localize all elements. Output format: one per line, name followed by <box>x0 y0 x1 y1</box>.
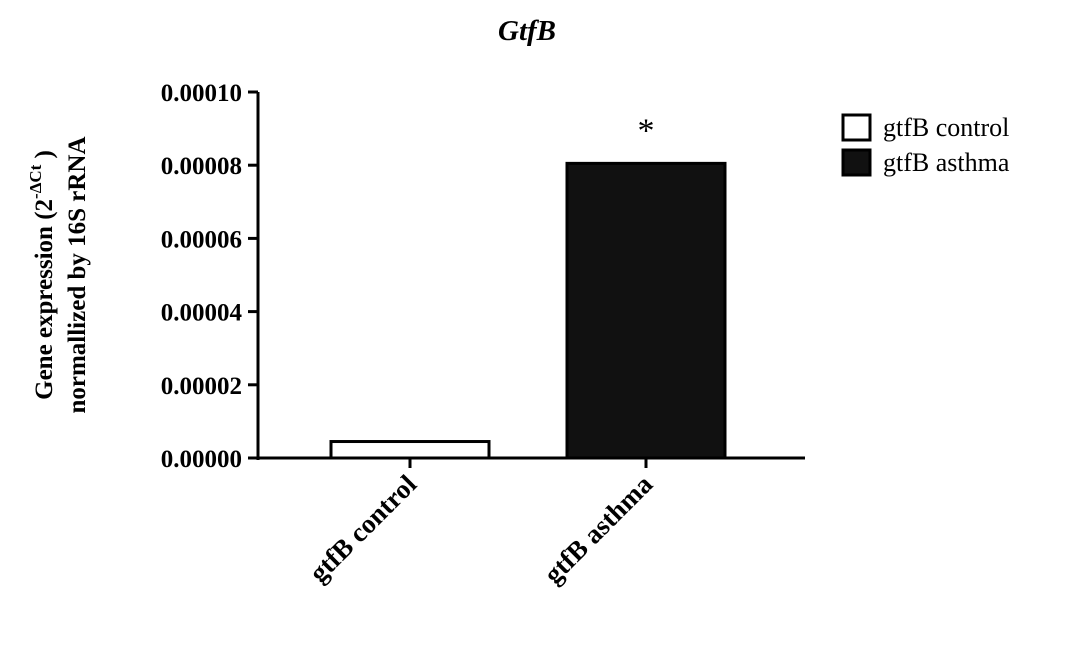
x-tick-label: gtfB asthma <box>538 469 659 590</box>
x-tick-label: gtfB control <box>303 469 422 588</box>
y-axis-ticks: 0.00000 0.00002 0.00004 0.00006 0.00008 0.000… <box>161 80 260 473</box>
bars: * <box>329 112 727 460</box>
legend: gtfB control gtfB asthma <box>841 113 1010 177</box>
bar-gtfB-control <box>329 440 491 460</box>
legend-label: gtfB asthma <box>883 148 1010 177</box>
x-axis: gtfB control gtfB asthma <box>256 456 805 590</box>
y-axis-label-prefix: Gene expression (2 <box>31 199 58 400</box>
y-axis-label-superscript: -ΔCt <box>26 164 45 199</box>
chart-title: GtfB <box>498 15 556 47</box>
y-tick-label: 0.00010 <box>161 80 242 107</box>
legend-swatch <box>841 148 872 177</box>
y-tick-label: 0.00004 <box>161 300 243 327</box>
legend-label: gtfB control <box>883 113 1009 142</box>
y-tick-label: 0.00000 <box>161 446 242 473</box>
significance-marker: * <box>638 112 655 149</box>
y-axis-label-line2: normallized by 16S rRNA <box>64 136 91 413</box>
legend-swatch <box>841 113 872 142</box>
y-tick-label: 0.00006 <box>161 226 242 253</box>
y-axis-label-suffix: ) <box>31 150 58 165</box>
y-tick-label: 0.00002 <box>161 373 242 400</box>
y-axis-label: Gene expression (2-ΔCt ) normallized by … <box>26 136 91 413</box>
y-axis-label-line1: Gene expression (2-ΔCt ) <box>26 150 58 400</box>
y-tick-label: 0.00008 <box>161 153 242 180</box>
bar-gtfB-asthma <box>565 161 727 460</box>
